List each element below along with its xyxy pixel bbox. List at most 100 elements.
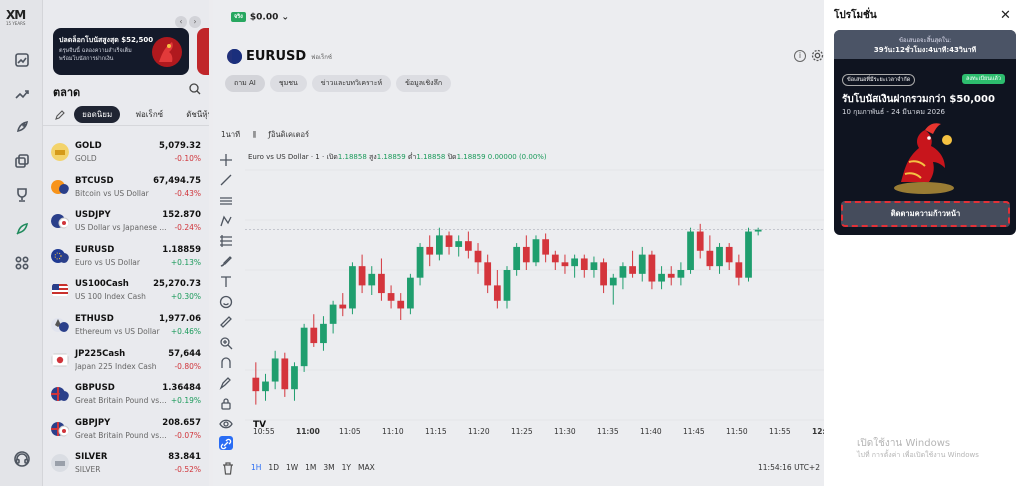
filter-forex[interactable]: ฟอเร็กซ์ — [135, 110, 164, 119]
candle-body — [349, 266, 356, 309]
row-symbol: SILVER — [75, 452, 108, 463]
interval-selector[interactable]: 1นาที — [221, 130, 241, 139]
crosshair-icon[interactable] — [219, 152, 233, 166]
tab-insights[interactable]: ข้อมูลเชิงลึก — [396, 75, 452, 92]
filter-popular[interactable]: ยอดนิยม — [74, 106, 121, 123]
indicators-button[interactable]: ƒอินดิเคเตอร์ — [268, 130, 309, 139]
market-row-ethusd[interactable]: ETHUSD Ethereum vs US Dollar 1,977.06 +0.4… — [43, 309, 209, 344]
tab-community[interactable]: ชุมชน — [269, 75, 307, 92]
candle-body — [600, 262, 607, 286]
text-icon[interactable] — [219, 274, 233, 288]
indicators-label: อินดิเคเตอร์ — [270, 130, 309, 139]
timeframe-1y[interactable]: 1Y — [341, 463, 352, 472]
tab-ask-ai[interactable]: ถาม AI — [225, 75, 265, 92]
pencil-lock-icon[interactable] — [219, 375, 233, 391]
market-row-gbpusd[interactable]: GBPUSD Great Britain Pound vs ... 1.36484… — [43, 378, 209, 413]
nav-rocket-icon[interactable] — [13, 118, 31, 136]
promo-banner[interactable]: ปลดล็อกโบนัสสูงสุด $52,500 ตรุษจีนนี้ ฉล… — [53, 28, 189, 75]
x-tick-label: 11:50 — [726, 427, 748, 436]
candle-body — [291, 366, 298, 390]
horizontal-lines-icon[interactable] — [219, 193, 233, 207]
market-row-eurusd[interactable]: EURUSD Euro vs US Dollar 1.18859 +0.13% — [43, 240, 209, 275]
nav-rocket-active-icon[interactable] — [13, 220, 31, 238]
chart-clock[interactable]: 11:54:16 UTC+2 — [758, 463, 820, 472]
info-icon[interactable]: i — [794, 50, 806, 62]
divider — [43, 125, 209, 126]
candle-body — [696, 231, 704, 251]
candle-body — [484, 262, 492, 286]
x-tick-label: 10:55 — [253, 427, 275, 436]
candle-body — [754, 229, 762, 232]
nav-trade-icon[interactable] — [13, 85, 31, 103]
row-change: -0.24% — [174, 223, 201, 233]
row-symbol: ETHUSD — [75, 313, 114, 324]
market-row-gbpjpy[interactable]: GBPJPY Great Britain Pound vs ... 208.657… — [43, 413, 209, 448]
nav-trophy-icon[interactable] — [13, 186, 31, 204]
nav-dashboard-icon[interactable] — [13, 51, 31, 69]
promotion-headline: รับโบนัสเงินฝากรวมกว่า $50,000 — [842, 94, 995, 105]
row-change: -0.43% — [174, 188, 201, 198]
candle-body — [551, 254, 559, 263]
search-icon[interactable] — [189, 83, 201, 95]
candle-type-icon[interactable]: ⫼ — [252, 130, 256, 139]
trend-line-icon[interactable] — [219, 172, 233, 186]
candle-body — [387, 293, 395, 301]
promotions-panel: โปรโมชั่น ✕ ข้อเสนอจะสิ้นสุดใน: 39วัน:12… — [824, 0, 1024, 486]
row-price: 25,270.73 — [153, 279, 201, 290]
fib-icon[interactable] — [219, 233, 233, 248]
promo-banner-next[interactable] — [197, 28, 209, 75]
tab-news[interactable]: ข่าวและบทวิเคราะห์ — [311, 75, 392, 92]
pattern-icon[interactable] — [219, 213, 233, 227]
lock-icon[interactable] — [219, 396, 233, 410]
account-selector[interactable]: จริง $0.00 ⌄ — [231, 12, 289, 23]
zoom-in-icon[interactable] — [219, 335, 233, 350]
candle-body — [542, 239, 550, 255]
timeframe-1d[interactable]: 1D — [268, 463, 279, 472]
timeframe-max[interactable]: MAX — [358, 463, 375, 472]
row-price: 83.841 — [168, 452, 201, 463]
nav-support-icon[interactable] — [13, 450, 31, 468]
tradingview-logo[interactable]: TV — [253, 420, 267, 430]
trash-icon[interactable] — [222, 462, 234, 475]
emoji-icon[interactable] — [219, 294, 233, 309]
row-price: 1.36484 — [162, 383, 201, 394]
magnet-icon[interactable] — [219, 355, 233, 369]
link-icon[interactable] — [219, 436, 233, 451]
windows-watermark-title: เปิดใช้งาน Windows — [857, 438, 951, 449]
filter-indices[interactable]: ดัชนีหุ้น — [186, 110, 209, 119]
carousel-next-icon[interactable]: › — [189, 16, 201, 28]
timeframe-1w[interactable]: 1W — [285, 463, 299, 472]
gear-icon[interactable] — [811, 49, 824, 62]
market-row-btcusd[interactable]: BTCUSD Bitcoin vs US Dollar 67,494.75 -0.4… — [43, 171, 209, 206]
brush-icon[interactable] — [219, 253, 233, 268]
close-icon[interactable]: ✕ — [1000, 8, 1011, 23]
instrument-header: EURUSD ฟอเร็กซ์ — [227, 49, 332, 64]
track-progress-button[interactable]: ติดตามความก้าวหน้า — [841, 201, 1010, 227]
timeframe-1m[interactable]: 1M — [305, 463, 317, 472]
market-row-us100cash[interactable]: US100Cash US 100 Index Cash 25,270.73 +0.3… — [43, 274, 209, 309]
candle-body — [619, 266, 627, 278]
eye-icon[interactable] — [219, 416, 233, 430]
account-balance: $0.00 — [249, 12, 279, 23]
timeframe-3m[interactable]: 3M — [323, 463, 335, 472]
instrument-symbol: EURUSD — [246, 49, 307, 64]
candle-body — [638, 254, 646, 274]
market-row-gold[interactable]: GOLD GOLD 5,079.32 -0.10% — [43, 136, 209, 171]
market-row-usdjpy[interactable]: USDJPY US Dollar vs Japanese ... 152.870 -… — [43, 205, 209, 240]
nav-apps-icon[interactable] — [13, 254, 31, 272]
market-row-jp225cash[interactable]: JP225Cash Japan 225 Index Cash 57,644 -0.8… — [43, 344, 209, 379]
promotion-card: ข้อเสนอจะสิ้นสุดใน: 39วัน:12ชั่วโมง:4นาท… — [834, 30, 1016, 235]
candlestick-chart[interactable]: 10:55 11:00 11:05 11:10 11:15 11:20 11:25 11:30… — [245, 162, 825, 437]
ruler-icon[interactable] — [219, 314, 233, 329]
x-tick-label: 11:05 — [339, 427, 361, 436]
timeframe-1h[interactable]: 1H — [251, 463, 262, 472]
edit-pencil-icon[interactable] — [53, 108, 67, 122]
ethereum-flag-icon — [51, 317, 69, 332]
nav-copy-icon[interactable] — [13, 152, 31, 170]
candle-body — [571, 258, 579, 267]
xm-logo[interactable]: XM 15 YEARS — [6, 8, 26, 26]
x-tick-label: 11:55 — [769, 427, 791, 436]
row-price: 208.657 — [162, 417, 201, 428]
carousel-prev-icon[interactable]: ‹ — [175, 16, 187, 28]
market-row-silver[interactable]: SILVER SILVER 83.841 -0.52% — [43, 447, 209, 482]
